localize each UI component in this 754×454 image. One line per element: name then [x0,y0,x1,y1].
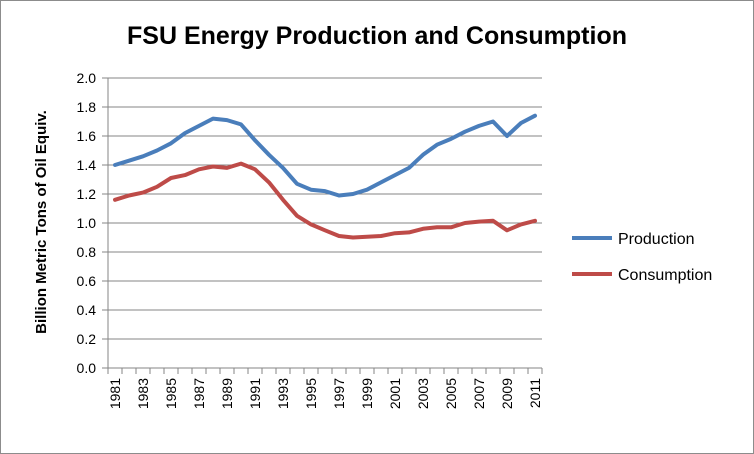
x-tick-label: 2003 [415,378,431,409]
x-tick-label: 1993 [275,378,291,409]
x-tick-label: 1999 [359,378,375,409]
x-tick-label: 1985 [163,378,179,409]
y-tick-labels: 0.0 0.2 0.4 0.6 0.8 1.0 1.2 1.4 1.6 1.8 2.0 [77,70,97,376]
x-tick-label: 2007 [471,378,487,409]
x-tick-label: 1991 [247,378,263,409]
x-tick-label: 1989 [219,378,235,409]
x-tick-label: 1997 [331,378,347,409]
series-line-consumption [113,161,537,240]
x-tick-label: 2011 [527,378,543,408]
x-tick-label: 1981 [107,378,123,409]
series-line-production [113,113,537,198]
y-tick-label: 2.0 [77,70,97,86]
y-tick-label: 0.8 [77,244,97,260]
y-tick-label: 0.4 [77,302,97,318]
y-tick-label: 1.4 [77,157,97,173]
series-lines [113,113,537,240]
x-tick-label: 2005 [443,378,459,409]
y-tick-label: 0.2 [77,331,97,347]
y-tick-label: 1.0 [77,215,97,231]
legend: Production Consumption [572,231,712,284]
x-tick-label: 1987 [191,378,207,409]
y-tick-label: 0.0 [77,360,97,376]
chart-title: FSU Energy Production and Consumption [127,22,627,50]
y-tick-label: 1.2 [77,186,97,202]
x-tick-label: 1995 [303,378,319,409]
y-tick-label: 0.6 [77,273,97,289]
x-tick-labels: 1981 1983 1985 1987 1989 1991 1993 1995 1997 1999… [107,378,543,409]
y-tick-label: 1.8 [77,99,97,115]
gridlines [102,77,542,369]
y-tick-label: 1.6 [77,128,97,144]
legend-label-production: Production [618,231,695,248]
x-tick-label: 1983 [135,378,151,409]
axes [107,78,543,374]
x-tick-label: 2009 [499,378,515,409]
x-tick-label: 2001 [387,378,403,409]
legend-label-consumption: Consumption [618,267,712,284]
